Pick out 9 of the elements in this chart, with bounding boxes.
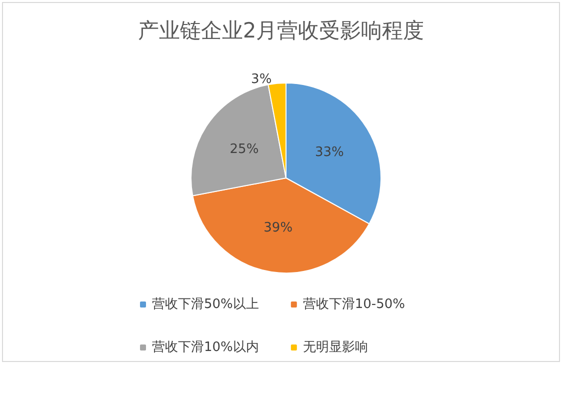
legend-label: 无明显影响 — [302, 340, 368, 355]
legend-label: 营收下滑10-50% — [302, 297, 406, 312]
data-label: 3% — [251, 72, 272, 87]
legend-label: 营收下滑10%以内 — [152, 340, 259, 355]
data-label: 33% — [315, 144, 344, 160]
chart-title: 产业链企业2月营收受影响程度 — [138, 18, 424, 42]
data-label: 39% — [264, 220, 293, 236]
data-label: 25% — [230, 142, 259, 158]
legend-label: 营收下滑50%以上 — [152, 297, 259, 312]
